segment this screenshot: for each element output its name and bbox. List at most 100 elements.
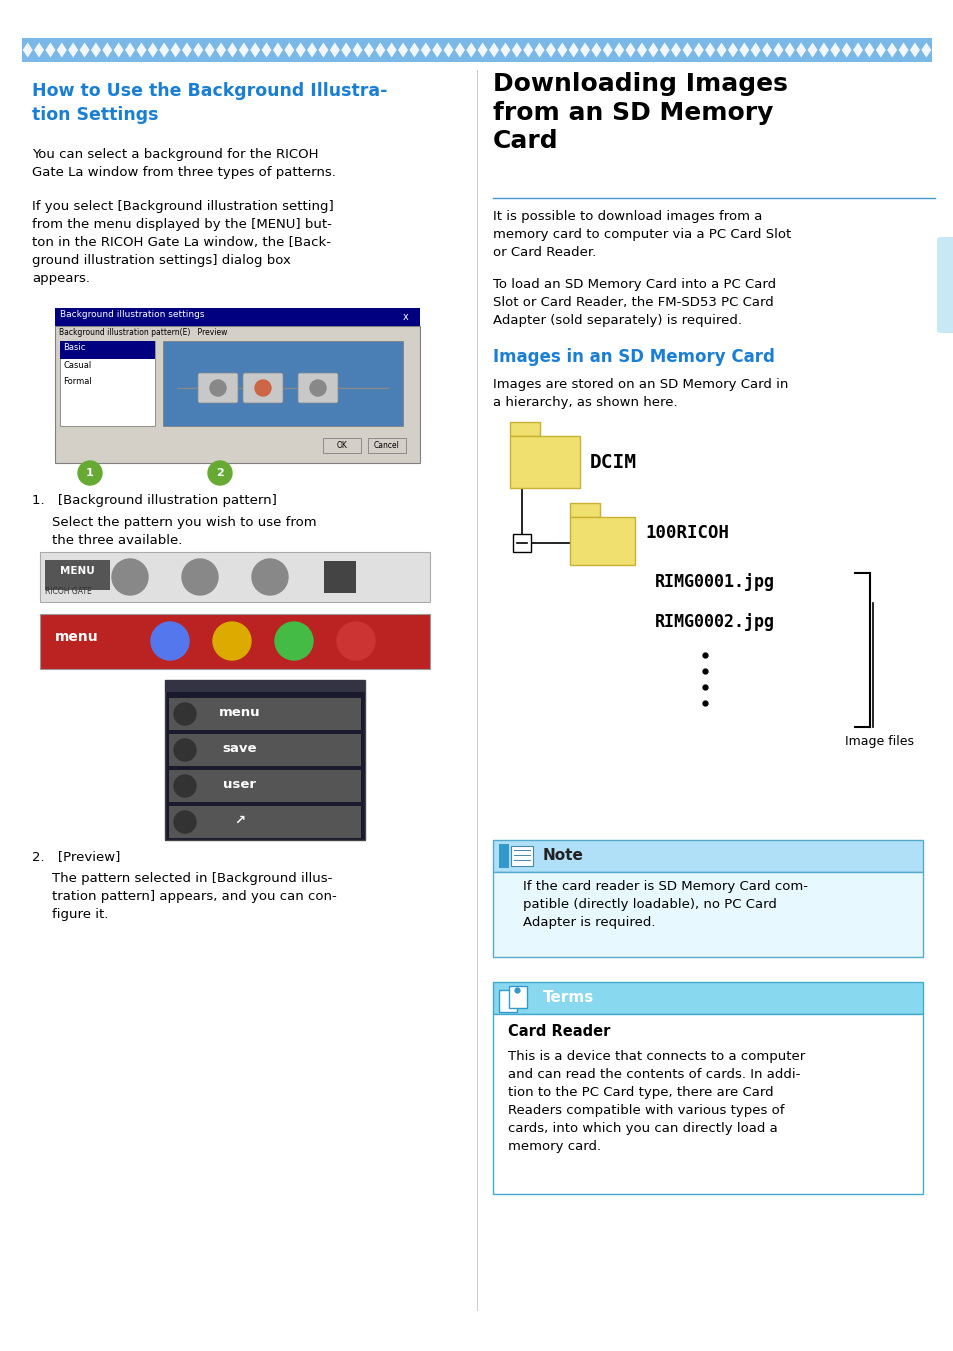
FancyBboxPatch shape xyxy=(40,613,430,669)
Polygon shape xyxy=(363,42,374,58)
Circle shape xyxy=(254,380,271,396)
Polygon shape xyxy=(420,42,431,58)
Polygon shape xyxy=(875,42,885,58)
Polygon shape xyxy=(409,42,419,58)
Polygon shape xyxy=(681,42,692,58)
Circle shape xyxy=(310,380,326,396)
FancyBboxPatch shape xyxy=(493,840,923,871)
Polygon shape xyxy=(34,42,44,58)
FancyBboxPatch shape xyxy=(493,871,923,957)
FancyBboxPatch shape xyxy=(165,680,365,840)
Polygon shape xyxy=(898,42,907,58)
FancyBboxPatch shape xyxy=(498,844,509,867)
Polygon shape xyxy=(716,42,726,58)
Polygon shape xyxy=(625,42,635,58)
Circle shape xyxy=(213,621,251,661)
Polygon shape xyxy=(353,42,362,58)
Text: Select the pattern you wish to use from
the three available.: Select the pattern you wish to use from … xyxy=(52,516,316,547)
Polygon shape xyxy=(829,42,840,58)
Polygon shape xyxy=(750,42,760,58)
Polygon shape xyxy=(602,42,612,58)
Text: RIMG0001.jpg: RIMG0001.jpg xyxy=(655,573,774,590)
Text: Cancel: Cancel xyxy=(374,440,399,450)
FancyBboxPatch shape xyxy=(511,846,533,866)
Polygon shape xyxy=(318,42,328,58)
Polygon shape xyxy=(568,42,578,58)
Text: 100RICOH: 100RICOH xyxy=(644,524,728,542)
Circle shape xyxy=(173,739,195,761)
Polygon shape xyxy=(761,42,771,58)
Polygon shape xyxy=(807,42,817,58)
FancyBboxPatch shape xyxy=(45,561,110,590)
Polygon shape xyxy=(273,42,283,58)
Text: Basic: Basic xyxy=(63,343,85,353)
Polygon shape xyxy=(739,42,748,58)
Text: Card Reader: Card Reader xyxy=(507,1024,610,1039)
FancyBboxPatch shape xyxy=(510,422,539,436)
FancyBboxPatch shape xyxy=(169,807,360,838)
FancyBboxPatch shape xyxy=(498,990,517,1012)
Text: save: save xyxy=(222,742,257,755)
Text: RICOH GATE: RICOH GATE xyxy=(45,588,91,597)
FancyBboxPatch shape xyxy=(60,340,154,426)
Text: Downloading Images
from an SD Memory
Card: Downloading Images from an SD Memory Car… xyxy=(493,72,787,154)
FancyBboxPatch shape xyxy=(513,534,531,553)
Polygon shape xyxy=(886,42,896,58)
Polygon shape xyxy=(68,42,78,58)
Polygon shape xyxy=(238,42,249,58)
Polygon shape xyxy=(773,42,782,58)
Polygon shape xyxy=(591,42,600,58)
Circle shape xyxy=(173,703,195,725)
Polygon shape xyxy=(727,42,738,58)
Polygon shape xyxy=(841,42,851,58)
Circle shape xyxy=(78,461,102,485)
Polygon shape xyxy=(863,42,874,58)
Polygon shape xyxy=(796,42,805,58)
Polygon shape xyxy=(148,42,157,58)
Polygon shape xyxy=(102,42,112,58)
Text: menu: menu xyxy=(219,707,260,719)
Text: OK: OK xyxy=(336,440,347,450)
Polygon shape xyxy=(648,42,658,58)
FancyBboxPatch shape xyxy=(165,680,365,692)
Polygon shape xyxy=(466,42,476,58)
Text: ↗: ↗ xyxy=(234,815,245,827)
Polygon shape xyxy=(261,42,272,58)
Polygon shape xyxy=(341,42,351,58)
Circle shape xyxy=(173,811,195,834)
Circle shape xyxy=(252,559,288,594)
FancyBboxPatch shape xyxy=(323,438,360,453)
Polygon shape xyxy=(614,42,623,58)
FancyBboxPatch shape xyxy=(55,308,419,326)
Polygon shape xyxy=(557,42,567,58)
Circle shape xyxy=(336,621,375,661)
Polygon shape xyxy=(693,42,703,58)
Polygon shape xyxy=(91,42,101,58)
Text: RIMG0002.jpg: RIMG0002.jpg xyxy=(655,613,774,631)
Polygon shape xyxy=(295,42,305,58)
FancyBboxPatch shape xyxy=(324,561,355,593)
Polygon shape xyxy=(182,42,192,58)
Polygon shape xyxy=(46,42,55,58)
FancyBboxPatch shape xyxy=(569,503,599,517)
Polygon shape xyxy=(386,42,396,58)
Text: If you select [Background illustration setting]
from the menu displayed by the [: If you select [Background illustration s… xyxy=(32,200,334,285)
Polygon shape xyxy=(23,42,32,58)
Circle shape xyxy=(274,621,313,661)
Polygon shape xyxy=(489,42,498,58)
Polygon shape xyxy=(205,42,214,58)
Text: This is a device that connects to a computer
and can read the contents of cards.: This is a device that connects to a comp… xyxy=(507,1050,804,1152)
Polygon shape xyxy=(193,42,203,58)
FancyBboxPatch shape xyxy=(509,986,526,1008)
Text: 1. [Background illustration pattern]: 1. [Background illustration pattern] xyxy=(32,494,276,507)
Polygon shape xyxy=(159,42,169,58)
Polygon shape xyxy=(79,42,90,58)
Polygon shape xyxy=(500,42,510,58)
Text: x: x xyxy=(403,312,409,322)
Text: Image files: Image files xyxy=(844,735,913,748)
Text: Background illustration pattern(E)   Preview: Background illustration pattern(E) Previ… xyxy=(59,328,227,336)
Polygon shape xyxy=(443,42,453,58)
Text: Formal: Formal xyxy=(63,377,91,386)
Circle shape xyxy=(112,559,148,594)
Text: It is possible to download images from a
memory card to computer via a PC Card S: It is possible to download images from a… xyxy=(493,209,790,259)
